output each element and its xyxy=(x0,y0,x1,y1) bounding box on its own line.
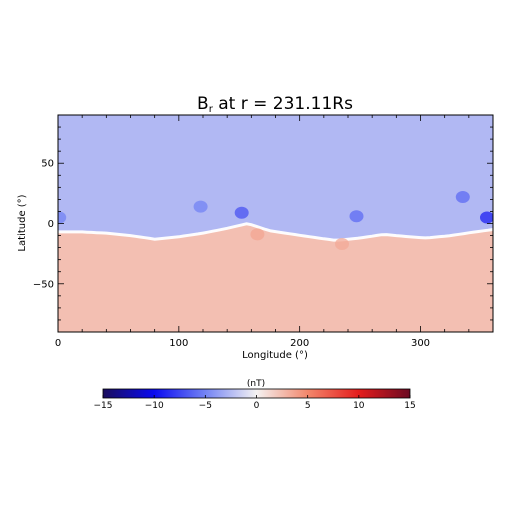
field-feature xyxy=(234,206,249,219)
field-feature xyxy=(193,200,208,213)
y-tick-labels: 50 0 −50 xyxy=(33,159,54,291)
field-feature xyxy=(480,211,493,224)
colorbar-tick-label: −5 xyxy=(199,401,212,411)
x-tick-label: 0 xyxy=(55,338,61,349)
colorbar-tick-label: −10 xyxy=(145,401,164,411)
field-feature xyxy=(349,210,364,223)
field-feature xyxy=(335,238,349,250)
y-tick-label: −50 xyxy=(33,279,54,290)
field-feature xyxy=(455,191,470,203)
field-feature xyxy=(58,211,67,224)
heatmap-field xyxy=(58,115,493,332)
colorbar-tick-label: 0 xyxy=(254,401,260,411)
y-axis-label: Latitude (°) xyxy=(17,194,28,251)
colorbar-tick-label: 5 xyxy=(305,401,311,411)
colorbar-tick-label: −15 xyxy=(94,401,113,411)
y-tick-label: 0 xyxy=(48,219,54,230)
colorbar-ticks: −15 −10 −5 0 5 10 15 xyxy=(94,395,416,411)
colorbar-label: (nT) xyxy=(247,379,265,389)
neutral-line xyxy=(58,222,493,242)
colorbar-tick-label: 15 xyxy=(404,401,415,411)
title-subscript: r xyxy=(209,104,214,115)
field-feature xyxy=(250,228,265,241)
chart-title: Br at r = 231.11Rs xyxy=(197,94,353,115)
x-tick-label: 200 xyxy=(290,338,309,349)
field-south xyxy=(58,223,493,332)
colorbar-tick-label: 10 xyxy=(353,401,365,411)
axis-ticks xyxy=(57,114,494,333)
title-main: B xyxy=(197,94,209,114)
x-axis-label: Longitude (°) xyxy=(242,350,308,361)
x-tick-label: 100 xyxy=(169,338,188,349)
x-tick-label: 300 xyxy=(411,338,430,349)
x-tick-labels: 0 100 200 300 xyxy=(55,338,430,349)
title-rest: at r = 231.11Rs xyxy=(213,94,353,114)
y-tick-label: 50 xyxy=(41,159,54,170)
